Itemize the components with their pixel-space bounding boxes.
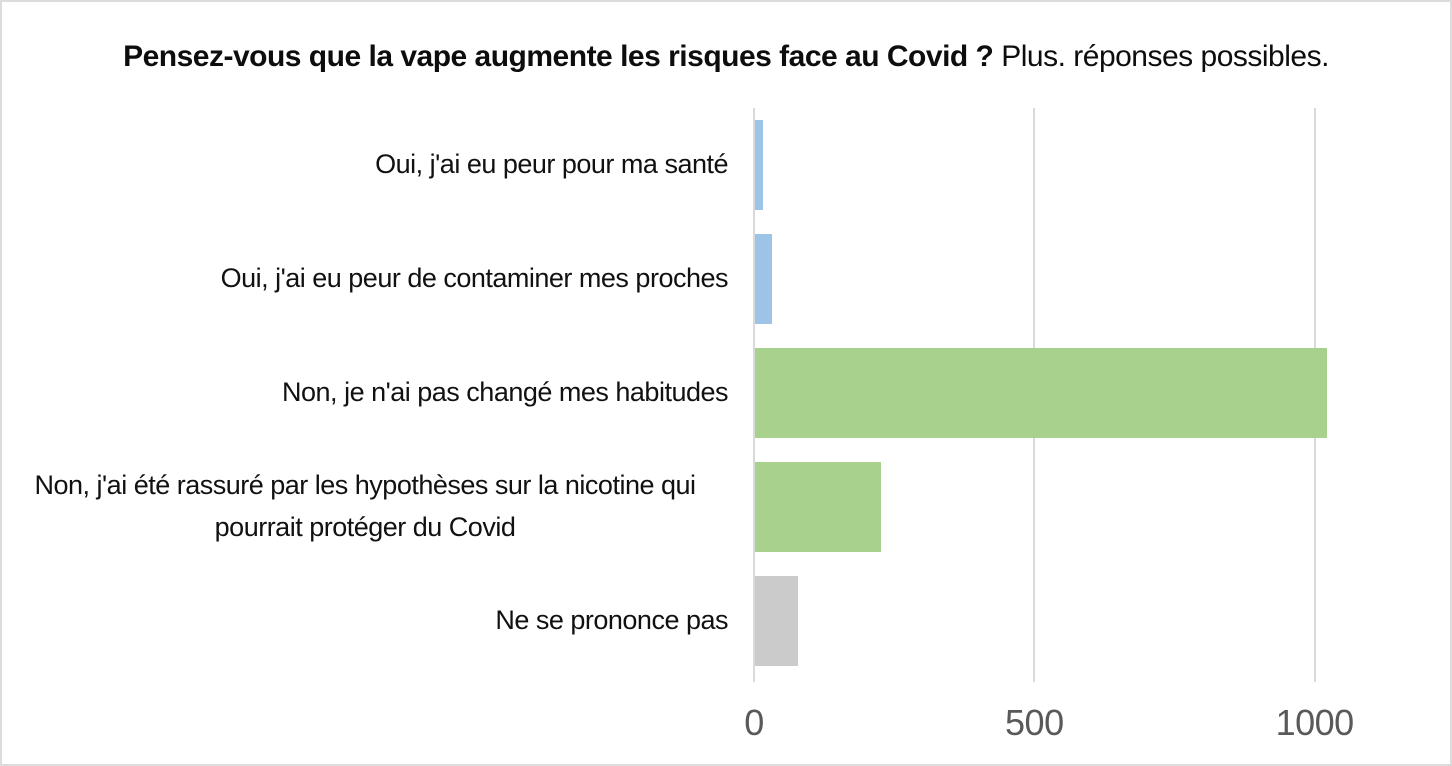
chart-title-question: Pensez-vous que la vape augmente les ris… [123, 40, 994, 73]
chart-title-note: Plus. réponses possibles. [1001, 40, 1329, 73]
bar-row: Non, j'ai été rassuré par les hypothèses… [2, 450, 1450, 564]
bar [755, 462, 882, 552]
bar [755, 348, 1327, 438]
category-label-cell: Oui, j'ai eu peur de contaminer mes proc… [2, 258, 754, 300]
bar [755, 120, 764, 210]
category-label-cell: Non, j'ai été rassuré par les hypothèses… [2, 465, 754, 549]
chart-title: Pensez-vous que la vape augmente les ris… [2, 40, 1450, 74]
gridline [753, 108, 755, 682]
category-label-cell: Oui, j'ai eu peur pour ma santé [2, 144, 754, 186]
category-label-cell: Ne se prononce pas [2, 600, 754, 642]
category-label: Ne se prononce pas [495, 605, 728, 636]
category-label-cell: Non, je n'ai pas changé mes habitudes [2, 372, 754, 414]
x-axis: 0 500 1000 [744, 702, 1438, 754]
x-tick-label: 0 [744, 702, 764, 743]
bar-row: Oui, j'ai eu peur pour ma santé [2, 108, 1450, 222]
bar [755, 234, 773, 324]
bar-track [754, 120, 1438, 210]
bar-row: Ne se prononce pas [2, 564, 1450, 678]
bar-track [754, 462, 1438, 552]
x-tick-label: 1000 [1275, 702, 1355, 743]
bar-track [754, 348, 1438, 438]
bar-row: Oui, j'ai eu peur de contaminer mes proc… [2, 222, 1450, 336]
x-tick-label: 500 [1005, 702, 1064, 743]
category-label: Oui, j'ai eu peur pour ma santé [375, 149, 728, 180]
bar [755, 576, 799, 666]
category-label: Non, je n'ai pas changé mes habitudes [282, 377, 728, 408]
bar-row: Non, je n'ai pas changé mes habitudes [2, 336, 1450, 450]
category-label: Non, j'ai été rassuré par les hypothèses… [34, 470, 696, 542]
bar-track [754, 576, 1438, 666]
bar-track [754, 234, 1438, 324]
bar-rows: Oui, j'ai eu peur pour ma santé Oui, j'a… [2, 108, 1450, 678]
category-label: Oui, j'ai eu peur de contaminer mes proc… [220, 263, 729, 294]
